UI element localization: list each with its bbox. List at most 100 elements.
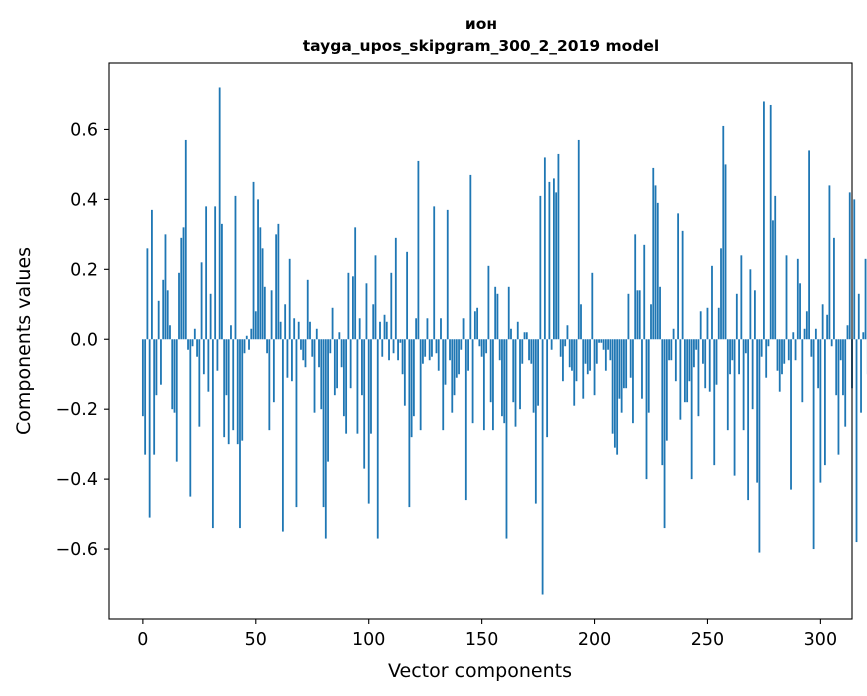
- bar: [356, 339, 359, 434]
- bar: [747, 339, 750, 501]
- bar: [277, 223, 280, 340]
- bar: [618, 339, 621, 399]
- bar: [169, 325, 171, 340]
- x-axis-ticks: 0 50 100 150 200 250 300: [137, 619, 837, 650]
- bar: [670, 339, 673, 361]
- bar: [731, 339, 734, 361]
- bar: [744, 339, 747, 354]
- bar: [144, 339, 147, 455]
- bar: [406, 251, 409, 340]
- bar: [422, 339, 424, 364]
- bar: [437, 339, 440, 371]
- bar: [272, 339, 275, 403]
- bar: [451, 339, 454, 413]
- bar: [480, 339, 483, 357]
- bar: [324, 339, 327, 539]
- bar: [442, 339, 445, 431]
- bar: [489, 339, 492, 403]
- bar: [331, 307, 334, 340]
- bar: [774, 195, 777, 340]
- bar: [221, 223, 223, 340]
- bar: [259, 227, 262, 340]
- bar: [819, 339, 822, 483]
- bar: [627, 293, 630, 340]
- bar: [379, 321, 381, 340]
- bar: [767, 339, 770, 347]
- bar: [543, 157, 546, 340]
- bar: [686, 339, 689, 403]
- bar: [674, 339, 677, 382]
- bar: [860, 339, 862, 413]
- bar: [695, 339, 698, 350]
- bar: [575, 339, 578, 382]
- bar: [634, 234, 637, 340]
- bar: [693, 339, 695, 368]
- bar: [352, 276, 354, 340]
- bar: [333, 339, 336, 396]
- bar: [729, 339, 731, 375]
- bar: [656, 202, 659, 340]
- x-tick-label: 100: [352, 630, 385, 650]
- bar: [385, 321, 388, 340]
- bar: [175, 339, 178, 462]
- bar: [205, 206, 208, 340]
- bar: [225, 339, 228, 396]
- bar: [541, 339, 544, 595]
- bar: [620, 339, 623, 413]
- bar: [374, 255, 377, 340]
- bar: [810, 339, 813, 357]
- bar: [787, 339, 790, 361]
- bar: [180, 237, 183, 340]
- bar: [704, 339, 707, 389]
- bar: [672, 328, 675, 340]
- bar: [239, 339, 241, 529]
- bar: [516, 321, 519, 340]
- bar: [236, 339, 239, 445]
- bar: [141, 339, 144, 417]
- bar: [268, 339, 271, 431]
- bar: [846, 325, 849, 340]
- bar: [358, 318, 361, 340]
- bar: [699, 311, 702, 340]
- bar: [632, 339, 634, 424]
- bar: [196, 339, 198, 357]
- bar: [455, 339, 458, 378]
- bar: [492, 339, 494, 431]
- bar: [230, 325, 232, 340]
- bar: [679, 339, 682, 420]
- y-tick-label: 0.6: [70, 120, 98, 140]
- bar: [650, 304, 652, 340]
- bar: [586, 339, 589, 375]
- bar: [713, 339, 716, 466]
- bar: [403, 339, 406, 406]
- bar: [469, 174, 472, 340]
- bar: [537, 339, 539, 406]
- bar: [600, 339, 603, 343]
- bar: [453, 339, 456, 396]
- bar: [340, 339, 343, 368]
- bar: [740, 255, 743, 340]
- bar: [392, 339, 395, 354]
- bar: [345, 339, 348, 434]
- bar: [598, 339, 600, 343]
- bar: [765, 339, 768, 378]
- bar: [853, 199, 856, 340]
- bar: [279, 321, 282, 340]
- x-tick-label: 300: [804, 630, 837, 650]
- bar: [720, 248, 722, 340]
- bar: [523, 332, 526, 340]
- bar: [735, 293, 738, 340]
- bar: [519, 339, 521, 410]
- bar: [812, 339, 815, 550]
- bar: [837, 339, 840, 455]
- bar: [828, 185, 831, 340]
- bar: [783, 339, 786, 364]
- bar: [763, 101, 765, 340]
- bar: [464, 339, 467, 501]
- bar: [252, 181, 255, 340]
- bar: [248, 339, 250, 350]
- bar: [166, 290, 169, 340]
- bar: [562, 339, 564, 382]
- bar: [638, 290, 641, 340]
- bar: [652, 167, 655, 340]
